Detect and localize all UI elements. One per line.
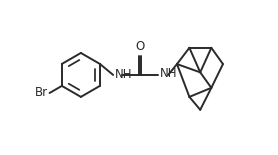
Text: NH: NH <box>160 67 177 80</box>
Text: NH: NH <box>115 68 132 81</box>
Text: Br: Br <box>35 86 48 100</box>
Text: O: O <box>135 40 145 53</box>
